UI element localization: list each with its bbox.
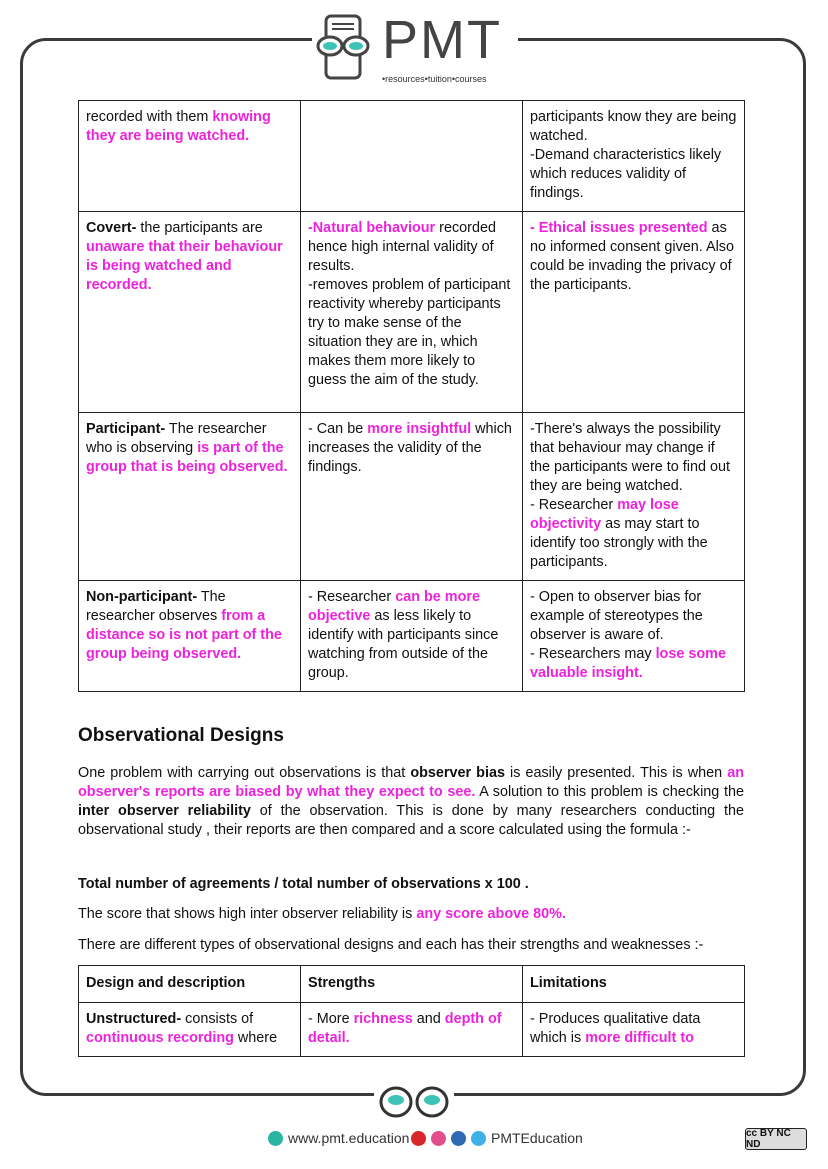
table-cell: - Produces qualitative data which is mor… — [522, 1002, 745, 1057]
bold-text: Limitations — [530, 975, 607, 991]
highlighted-text: continuous recording — [86, 1030, 234, 1046]
text: recorded hence high internal validity of… — [308, 220, 511, 388]
text: The score that shows high inter observer… — [78, 906, 417, 922]
youtube-icon[interactable] — [411, 1130, 426, 1146]
observational-designs-table: Design and description Strengths Limitatio… — [78, 965, 745, 1057]
paragraph-observer-bias: One problem with carrying out observatio… — [78, 764, 744, 840]
table-cell: -Natural behaviour recorded hence high i… — [300, 211, 523, 413]
bold-text: Design and description — [86, 975, 246, 991]
table-cell: - More richness and depth of detail. — [300, 1002, 523, 1057]
text: of the observation. This is done by many… — [78, 803, 744, 838]
paragraph-designs-intro: There are different types of observation… — [78, 936, 744, 955]
bold-text: Covert- — [86, 220, 137, 236]
highlighted-text: lose some valuable insight. — [530, 646, 726, 681]
text: recorded with them — [86, 109, 213, 125]
highlighted-text: depth of detail. — [308, 1011, 502, 1046]
table-cell: -There's always the possibility that beh… — [522, 412, 745, 581]
highlighted-text: from a distance so is not part of the gr… — [86, 608, 282, 662]
highlighted-text: more difficult to — [585, 1030, 694, 1046]
twitter-icon[interactable] — [471, 1130, 486, 1146]
table-cell: - Researcher can be more objective as le… — [300, 580, 523, 692]
logo-tagline: •resources•tuition•courses — [382, 74, 487, 84]
highlighted-text: may lose objectivity — [530, 497, 679, 532]
table-cell: - Open to observer bias for example of s… — [522, 580, 745, 692]
text: A solution to this problem is checking t… — [475, 784, 744, 800]
highlighted-text: can be more objective — [308, 589, 480, 624]
text: where — [233, 1030, 278, 1046]
text: as may start to identify too strongly wi… — [530, 516, 708, 570]
text: The researcher who is observing — [86, 421, 267, 456]
table-cell: recorded with them knowing they are bein… — [78, 100, 301, 212]
highlighted-text: richness — [353, 1011, 413, 1027]
text: participants know they are being watched… — [530, 109, 737, 201]
table-cell: - Can be more insightful which increases… — [300, 412, 523, 581]
social-handle[interactable]: PMTEducation — [491, 1130, 583, 1146]
bold-text: inter observer reliability — [78, 803, 251, 819]
table-cell: - Ethical issues presented as no informe… — [522, 211, 745, 413]
text: the participants are — [136, 220, 263, 236]
highlighted-text: any score above 80%. — [416, 906, 566, 922]
table-row: Non-participant- The researcher observes… — [78, 580, 745, 692]
highlighted-text: - Ethical issues presented — [530, 220, 708, 236]
text: - Can be — [308, 421, 368, 437]
highlighted-text: is part of the group that is being obser… — [86, 440, 288, 475]
book-glasses-icon — [316, 14, 370, 80]
table-cell: Covert- the participants are unaware tha… — [78, 211, 301, 413]
highlighted-text: unaware that their behaviour is being wa… — [86, 239, 283, 293]
table-cell: Non-participant- The researcher observes… — [78, 580, 301, 692]
instagram-icon[interactable] — [431, 1130, 446, 1146]
text: -There's always the possibility that beh… — [530, 421, 730, 513]
table-row: Covert- the participants are unaware tha… — [78, 211, 745, 413]
highlighted-text: an observer's reports are biased by what… — [78, 765, 744, 800]
cursor-icon — [268, 1130, 283, 1146]
text: The researcher observes — [86, 589, 226, 624]
observation-types-table: recorded with them knowing they are bein… — [78, 100, 745, 692]
table-row: Design and description Strengths Limitatio… — [78, 965, 745, 1003]
text: There are different types of observation… — [78, 937, 704, 953]
text: - Produces qualitative data which is — [530, 1011, 701, 1046]
table-row: recorded with them knowing they are bein… — [78, 100, 745, 212]
table-cell: participants know they are being watched… — [522, 100, 745, 212]
highlighted-text: more insightful — [367, 421, 472, 437]
bold-text: Unstructured- — [86, 1011, 182, 1027]
table-cell: Strengths — [300, 965, 523, 1003]
table-cell — [300, 100, 523, 212]
glasses-icon — [374, 1086, 454, 1122]
text: consists of — [181, 1011, 254, 1027]
text: and — [412, 1011, 445, 1027]
table-cell: Design and description — [78, 965, 301, 1003]
creative-commons-license-icon: cc BY NC ND — [745, 1128, 807, 1150]
text: is easily presented. This is when — [504, 765, 728, 781]
website-text[interactable]: www.pmt.education — [288, 1130, 410, 1146]
table-cell: Limitations — [522, 965, 745, 1003]
table-cell: Unstructured- consists of continuous rec… — [78, 1002, 301, 1057]
table-row: Participant- The researcher who is obser… — [78, 412, 745, 581]
text: - More — [308, 1011, 354, 1027]
bold-text: observer bias — [410, 765, 505, 781]
formula-line: Total number of agreements / total numbe… — [78, 875, 744, 894]
text: One problem with carrying out observatio… — [78, 765, 411, 781]
table-row: Unstructured- consists of continuous rec… — [78, 1002, 745, 1057]
highlighted-text: knowing they are being watched. — [86, 109, 271, 144]
facebook-icon[interactable] — [451, 1130, 466, 1146]
license-text: cc BY NC ND — [746, 1128, 791, 1150]
text: - Researcher — [308, 589, 396, 605]
text: as less likely to identify with particip… — [308, 608, 499, 681]
bold-text: Participant- — [86, 421, 166, 437]
text: - Open to observer bias for example of s… — [530, 589, 703, 662]
bold-text: Non-participant- — [86, 589, 198, 605]
highlighted-text: -Natural behaviour — [308, 220, 436, 236]
pmt-logo: PMT •resources•tuition•courses — [312, 12, 518, 90]
website-link[interactable]: www.pmt.education — [268, 1130, 409, 1146]
logo-text: PMT — [382, 10, 502, 70]
text: as no informed consent given. Also could… — [530, 220, 734, 293]
paragraph-score: The score that shows high inter observer… — [78, 905, 744, 924]
text: which increases the validity of the find… — [308, 421, 512, 475]
bold-text: Total number of agreements / total numbe… — [78, 876, 529, 892]
bold-text: Strengths — [308, 975, 376, 991]
table-cell: Participant- The researcher who is obser… — [78, 412, 301, 581]
section-heading: Observational Designs — [78, 725, 284, 746]
social-links[interactable]: PMTEducation — [411, 1130, 583, 1146]
